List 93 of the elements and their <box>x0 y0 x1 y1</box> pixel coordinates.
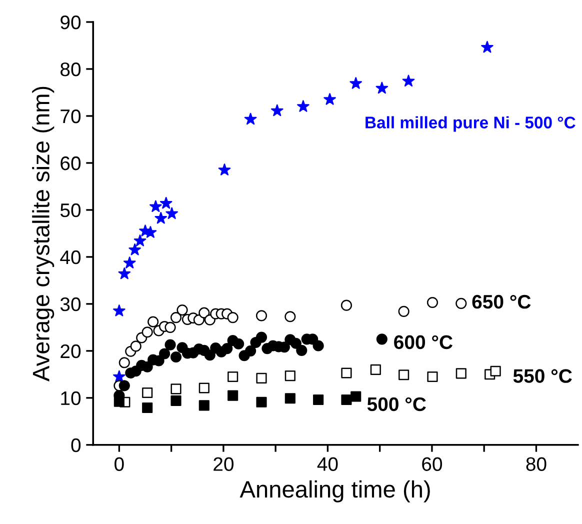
series-label: Ball milled pure Ni - 500 °C <box>366 116 576 132</box>
point <box>118 380 130 392</box>
series-label: 550 °C <box>513 369 572 383</box>
x-tick-label: 60 <box>422 457 442 471</box>
point <box>170 384 182 394</box>
point <box>142 402 153 414</box>
point <box>150 200 162 212</box>
y-tick-label: 40 <box>60 250 81 264</box>
point <box>148 316 159 328</box>
point <box>402 74 415 87</box>
point <box>256 310 268 322</box>
point <box>313 394 324 406</box>
series-label: 600 °C <box>394 335 453 350</box>
point <box>130 340 142 352</box>
point <box>398 306 410 317</box>
point <box>284 393 296 404</box>
y-tick-label: 90 <box>60 15 81 30</box>
point <box>341 368 352 378</box>
point <box>198 382 210 394</box>
y-tick-label: 20 <box>60 344 81 358</box>
point <box>256 396 267 408</box>
point <box>113 370 126 382</box>
point <box>398 370 410 380</box>
x-tick-label: 0 <box>114 457 124 471</box>
point <box>427 371 438 382</box>
x-tick-label: 40 <box>317 457 338 471</box>
point <box>123 256 136 268</box>
point <box>312 340 324 352</box>
point <box>134 234 146 246</box>
point <box>290 338 302 349</box>
x-tick-label: 20 <box>214 457 234 471</box>
point <box>170 312 182 324</box>
point <box>142 387 153 398</box>
point <box>128 243 141 256</box>
point <box>118 267 131 280</box>
point <box>204 350 216 361</box>
y-tick-label: 80 <box>60 62 81 76</box>
point <box>164 339 176 350</box>
point <box>118 357 130 368</box>
point <box>256 372 267 384</box>
point <box>159 348 170 360</box>
point <box>198 400 210 411</box>
point <box>170 351 182 363</box>
point <box>142 326 153 338</box>
y-tick-label: 10 <box>61 391 81 406</box>
x-axis-title: Annealing time (h) <box>240 480 430 502</box>
point <box>228 371 238 382</box>
point <box>166 207 178 220</box>
x-tick-label: 80 <box>526 457 546 471</box>
point <box>176 304 188 316</box>
y-tick-label: 0 <box>71 438 81 452</box>
point <box>193 314 204 326</box>
point <box>376 334 388 345</box>
point <box>227 312 238 324</box>
point <box>233 338 244 350</box>
point <box>456 298 467 309</box>
point <box>160 196 172 209</box>
point <box>426 296 438 308</box>
point <box>113 304 126 316</box>
point <box>228 390 238 401</box>
point <box>481 40 494 53</box>
y-axis-title: Average crystallite size (nm) <box>32 86 54 382</box>
y-tick-label: 50 <box>60 203 81 218</box>
point <box>270 104 284 116</box>
point <box>142 361 153 372</box>
series-label: 650 °C <box>472 294 531 309</box>
point <box>222 343 233 354</box>
point <box>490 366 501 376</box>
point <box>244 112 257 125</box>
point <box>350 77 362 89</box>
point <box>218 164 231 176</box>
point <box>297 100 310 112</box>
point <box>296 344 308 356</box>
point <box>370 364 381 375</box>
y-tick-label: 30 <box>60 297 81 312</box>
point <box>256 332 268 343</box>
y-tick-label: 70 <box>60 109 81 124</box>
point <box>114 396 124 407</box>
point <box>324 93 336 105</box>
point <box>154 212 168 224</box>
point <box>284 370 296 382</box>
point <box>340 300 352 311</box>
point <box>341 394 352 406</box>
point <box>245 345 256 356</box>
point <box>198 307 210 318</box>
point <box>350 391 362 402</box>
series-label: 500 °C <box>367 397 426 412</box>
point <box>376 82 388 94</box>
point <box>170 395 182 406</box>
point <box>284 311 296 322</box>
point <box>164 322 176 333</box>
y-tick-label: 60 <box>60 156 81 170</box>
point <box>456 368 466 379</box>
